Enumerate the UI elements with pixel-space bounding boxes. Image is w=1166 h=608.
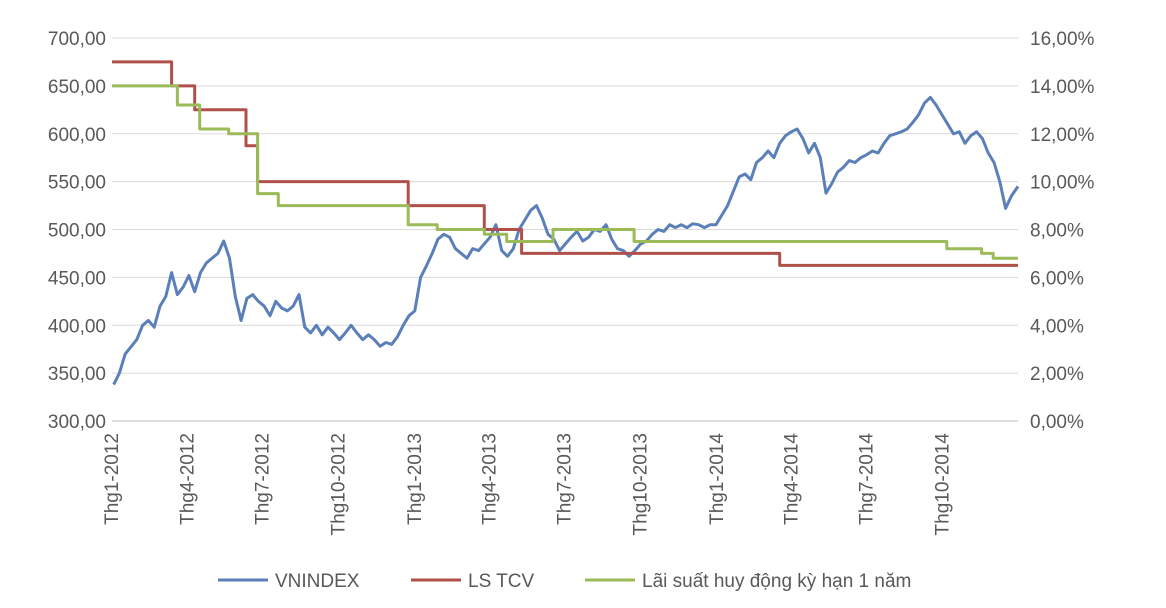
y-right-tick-label: 8,00%	[1030, 221, 1084, 242]
x-tick-label: Thg1-2013	[405, 433, 426, 525]
x-tick-label: Thg10-2012	[329, 433, 350, 535]
x-tick-label: Thg4-2012	[177, 433, 198, 525]
x-axis: Thg1-2012 Thg4-2012 Thg7-2012 Thg10-2012 Thg…	[102, 420, 1018, 536]
series-line-3	[112, 84, 1018, 260]
series-line-1	[112, 95, 1020, 386]
legend-label: Lãi suất huy động kỳ hạn 1 năm	[642, 571, 911, 592]
y-left-tick-label: 400,00	[48, 316, 106, 337]
y-right-tick-label: 12,00%	[1030, 125, 1095, 146]
y-left-tick-label: 650,00	[48, 77, 106, 98]
y-right-tick-label: 6,00%	[1030, 268, 1084, 289]
series-line-2	[112, 60, 1018, 267]
y-right-tick-label: 2,00%	[1030, 364, 1084, 385]
legend-label: LS TCV	[468, 571, 535, 592]
legend: VNINDEX LS TCV Lãi suất huy động kỳ hạn 1 …	[218, 571, 911, 592]
y-right-tick-label: 10,00%	[1030, 173, 1095, 194]
y-left-tick-label: 350,00	[48, 364, 106, 385]
y-left-tick-label: 600,00	[48, 125, 106, 146]
y-right-tick-label: 0,00%	[1030, 412, 1084, 433]
x-tick-label: Thg7-2013	[555, 433, 576, 525]
legend-label: VNINDEX	[275, 571, 360, 592]
x-tick-label: Thg1-2012	[102, 433, 123, 525]
left-axis: 300,00 350,00 400,00 450,00 500,00 550,00 600,…	[48, 29, 106, 433]
x-tick-label: Thg7-2014	[857, 433, 878, 525]
x-tick-label: Thg7-2012	[253, 433, 274, 525]
y-left-tick-label: 450,00	[48, 268, 106, 289]
x-tick-label: Thg1-2014	[707, 433, 728, 525]
x-tick-label: Thg4-2014	[781, 433, 802, 525]
y-right-tick-label: 16,00%	[1030, 29, 1095, 50]
y-right-tick-label: 4,00%	[1030, 316, 1084, 337]
y-right-tick-label: 14,00%	[1030, 77, 1095, 98]
right-axis: 0,00% 2,00% 4,00% 6,00% 8,00% 10,00% 12,00% 14,…	[1030, 29, 1095, 433]
x-tick-label: Thg10-2014	[933, 433, 954, 536]
y-left-tick-label: 300,00	[48, 412, 106, 433]
x-tick-label: Thg4-2013	[479, 433, 500, 525]
y-left-tick-label: 700,00	[48, 29, 106, 50]
x-tick-label: Thg10-2013	[631, 433, 652, 535]
series-layer	[112, 60, 1020, 386]
y-left-tick-label: 550,00	[48, 173, 106, 194]
y-left-tick-label: 500,00	[48, 221, 106, 242]
